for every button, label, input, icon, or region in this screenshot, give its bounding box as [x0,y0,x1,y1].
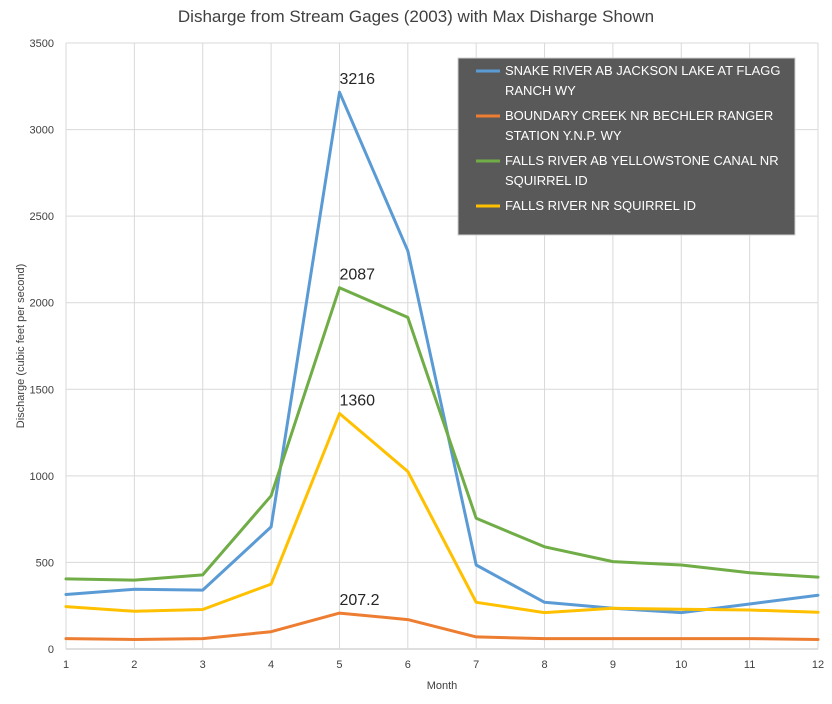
legend: SNAKE RIVER AB JACKSON LAKE AT FLAGG RANC… [457,57,796,236]
x-tick-label: 10 [675,659,687,671]
x-tick-label: 9 [610,659,616,671]
y-tick-label: 0 [48,644,54,656]
legend-items: SNAKE RIVER AB JACKSON LAKE AT FLAGG RANC… [476,63,781,213]
series-line-2 [64,611,820,641]
x-tick-labels: 1 2 3 4 5 6 7 8 9 10 11 12 [63,659,824,671]
y-axis-title: Discharge (cubic feet per second) [15,264,27,428]
x-tick-label: 6 [405,659,411,671]
y-tick-label: 2000 [30,298,54,310]
x-tick-label: 1 [63,659,69,671]
x-tick-label: 5 [336,659,342,671]
y-tick-label: 1500 [30,384,54,396]
series-lines [64,90,820,641]
x-tick-label: 4 [268,659,274,671]
y-tick-label: 3500 [30,38,54,50]
legend-label-1: RANCH WY [505,83,576,98]
max-label: 3216 [339,71,375,88]
max-label: 207.2 [339,592,379,609]
max-label: 2087 [339,267,375,284]
legend-label-4: FALLS RIVER NR SQUIRREL ID [505,198,696,213]
x-tick-label: 2 [131,659,137,671]
x-tick-label: 11 [744,659,755,671]
y-tick-labels: 0 500 1000 1500 2000 2500 3000 3500 [30,38,54,656]
x-tick-label: 3 [200,659,206,671]
legend-label-3: SQUIRREL ID [505,173,588,188]
y-tick-label: 500 [36,557,54,569]
y-tick-label: 3000 [30,125,54,137]
y-tick-label: 2500 [30,211,54,223]
chart-title: Disharge from Stream Gages (2003) with M… [178,7,654,26]
legend-label-2: STATION Y.N.P. WY [505,128,622,143]
grid-lines [65,42,819,650]
max-label: 1360 [339,393,375,410]
series-line-1 [64,90,820,615]
x-tick-label: 7 [473,659,479,671]
y-tick-label: 1000 [30,471,54,483]
series-line-4 [64,412,820,615]
x-tick-label: 8 [541,659,547,671]
legend-label-2: BOUNDARY CREEK NR BECHLER RANGER [505,108,773,123]
x-tick-label: 12 [812,659,824,671]
legend-label-3: FALLS RIVER AB YELLOWSTONE CANAL NR [505,153,779,168]
max-annotations: 3216 2087 1360 207.2 [339,71,379,609]
series-line-3 [64,286,820,582]
legend-label-1: SNAKE RIVER AB JACKSON LAKE AT FLAGG [505,63,781,78]
legend-box [457,57,796,236]
x-axis-title: Month [427,680,458,692]
